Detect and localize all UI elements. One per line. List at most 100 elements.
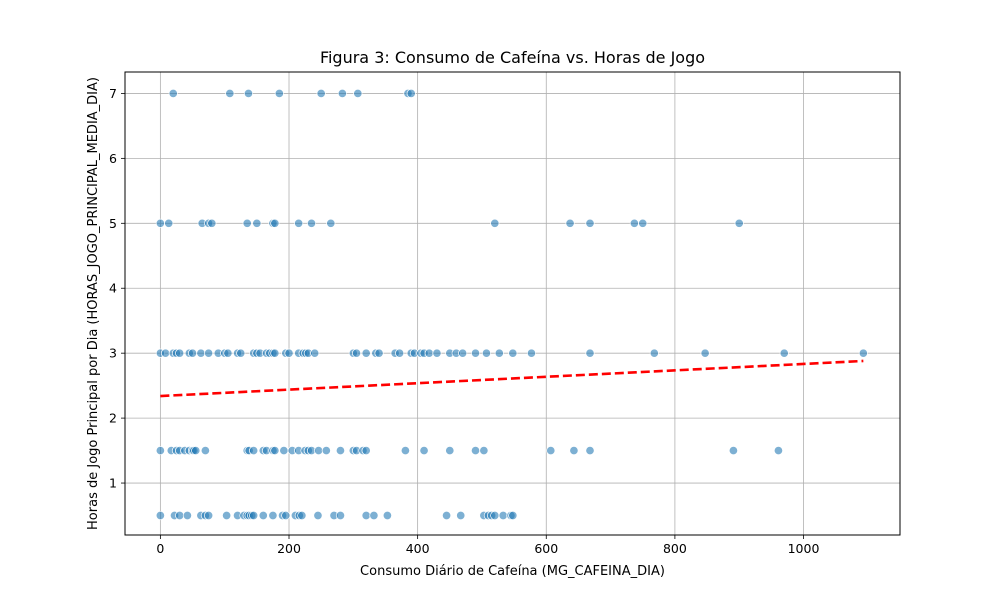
data-point bbox=[249, 446, 259, 456]
data-point bbox=[374, 348, 384, 358]
data-point bbox=[432, 348, 442, 358]
x-axis-label: Consumo Diário de Cafeína (MG_CAFEINA_DI… bbox=[360, 564, 665, 579]
data-point bbox=[361, 348, 371, 358]
data-point bbox=[321, 446, 331, 456]
data-point bbox=[419, 446, 429, 456]
data-point bbox=[236, 348, 246, 358]
data-point bbox=[649, 348, 659, 358]
y-axis-label: Horas de Jogo Principal por Dia (HORAS_J… bbox=[86, 77, 101, 530]
data-point bbox=[204, 348, 214, 358]
data-point bbox=[565, 218, 575, 228]
ticks: 0 200 400 600 800 1000 1 2 3 4 5 6 7 bbox=[109, 86, 819, 556]
data-point bbox=[155, 446, 165, 456]
data-point bbox=[200, 446, 210, 456]
data-point bbox=[297, 510, 307, 521]
data-point bbox=[225, 88, 235, 98]
data-point bbox=[191, 446, 201, 456]
data-point bbox=[395, 348, 405, 358]
points-layer bbox=[155, 88, 868, 521]
data-point bbox=[353, 88, 363, 98]
data-point bbox=[335, 446, 346, 456]
data-point bbox=[470, 348, 481, 358]
data-point bbox=[294, 218, 304, 228]
data-point bbox=[249, 510, 259, 521]
data-point bbox=[361, 446, 371, 456]
data-point bbox=[508, 510, 518, 521]
data-point bbox=[498, 510, 508, 521]
data-point bbox=[207, 218, 217, 228]
data-point bbox=[424, 348, 434, 358]
y-tick-label: 1 bbox=[109, 476, 117, 491]
data-point bbox=[546, 446, 556, 456]
x-tick-label: 200 bbox=[277, 541, 301, 556]
x-tick-label: 600 bbox=[534, 541, 558, 556]
y-tick-label: 6 bbox=[109, 151, 117, 166]
data-point bbox=[361, 510, 371, 521]
data-point bbox=[526, 348, 537, 358]
x-tick-label: 0 bbox=[156, 541, 164, 556]
data-point bbox=[274, 88, 284, 98]
data-point bbox=[196, 348, 206, 358]
y-tick-label: 5 bbox=[109, 216, 117, 231]
data-point bbox=[728, 446, 738, 456]
data-point bbox=[734, 218, 744, 228]
data-point bbox=[382, 510, 392, 521]
data-point bbox=[858, 348, 868, 358]
data-point bbox=[187, 348, 198, 358]
data-point bbox=[284, 348, 294, 358]
data-point bbox=[252, 218, 262, 228]
data-point bbox=[585, 218, 595, 228]
data-point bbox=[310, 348, 320, 358]
x-tick-label: 400 bbox=[406, 541, 430, 556]
data-point bbox=[585, 348, 595, 358]
data-point bbox=[369, 510, 379, 521]
data-point bbox=[335, 510, 346, 521]
data-point bbox=[458, 348, 468, 358]
data-point bbox=[406, 88, 416, 98]
data-point bbox=[700, 348, 710, 358]
data-point bbox=[400, 446, 410, 456]
data-point bbox=[442, 510, 452, 521]
y-tick-label: 7 bbox=[109, 86, 117, 101]
data-point bbox=[629, 218, 639, 228]
x-tick-label: 800 bbox=[663, 541, 687, 556]
data-point bbox=[508, 348, 518, 358]
data-point bbox=[313, 510, 323, 521]
plot-frame bbox=[124, 71, 901, 536]
data-point bbox=[481, 348, 492, 358]
data-point bbox=[281, 510, 291, 521]
y-tick-label: 4 bbox=[109, 281, 117, 296]
data-point bbox=[270, 446, 280, 456]
data-point bbox=[243, 88, 254, 98]
data-point bbox=[160, 348, 171, 358]
data-point bbox=[268, 510, 278, 521]
data-point bbox=[204, 510, 214, 521]
grid bbox=[125, 72, 900, 535]
data-point bbox=[279, 446, 289, 456]
data-point bbox=[638, 218, 648, 228]
data-point bbox=[773, 446, 783, 456]
data-point bbox=[168, 88, 178, 98]
data-point bbox=[479, 446, 489, 456]
data-point bbox=[326, 218, 336, 228]
y-tick-label: 2 bbox=[109, 411, 117, 426]
data-point bbox=[456, 510, 466, 521]
data-point bbox=[585, 446, 595, 456]
data-point bbox=[175, 510, 185, 521]
x-tick-label: 1000 bbox=[788, 541, 820, 556]
data-point bbox=[155, 218, 165, 228]
data-point bbox=[494, 348, 504, 358]
data-point bbox=[316, 88, 326, 98]
data-point bbox=[490, 218, 500, 228]
trend-line bbox=[160, 359, 864, 398]
data-point bbox=[337, 88, 347, 98]
data-point bbox=[779, 348, 789, 358]
data-point bbox=[270, 348, 280, 358]
data-point bbox=[164, 218, 174, 228]
data-point bbox=[569, 446, 579, 456]
chart-title: Figura 3: Consumo de Cafeína vs. Horas d… bbox=[320, 48, 705, 67]
data-point bbox=[258, 510, 268, 521]
data-point bbox=[470, 446, 481, 456]
data-point bbox=[182, 510, 192, 521]
